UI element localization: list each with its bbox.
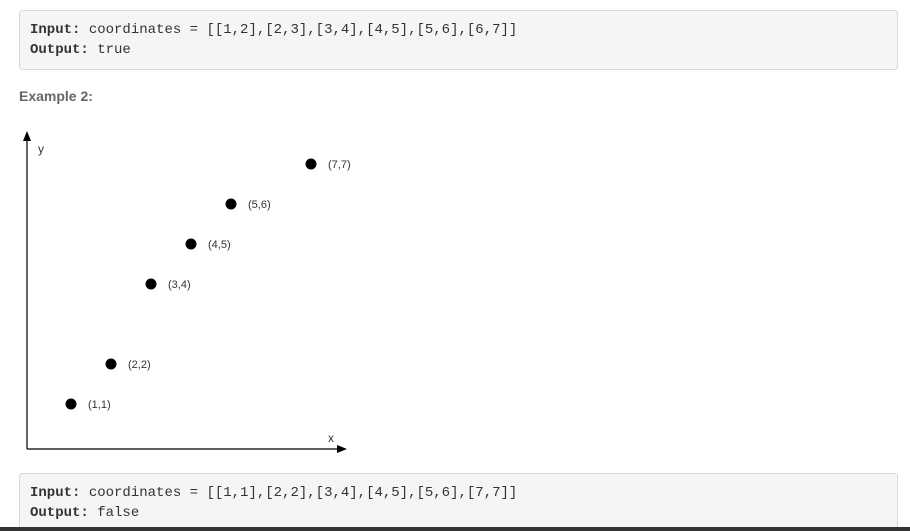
data-point-label: (5,6) — [248, 199, 271, 211]
input-label: Input: — [30, 22, 81, 38]
data-point — [145, 278, 157, 290]
input-label: Input: — [30, 485, 81, 501]
output-value: true — [97, 42, 131, 58]
y-axis-label: y — [38, 142, 44, 156]
input-value: coordinates = [[1,2],[2,3],[3,4],[4,5],[… — [88, 22, 518, 38]
example-1-code-block: Input: coordinates = [[1,2],[2,3],[3,4],… — [19, 10, 898, 70]
x-axis-label: x — [328, 431, 334, 445]
output-value: false — [97, 505, 140, 521]
data-point — [305, 158, 317, 170]
data-point — [65, 398, 77, 410]
input-value: coordinates = [[1,1],[2,2],[3,4],[4,5],[… — [88, 485, 518, 501]
output-label: Output: — [30, 42, 89, 58]
example-2-code-block: Input: coordinates = [[1,1],[2,2],[3,4],… — [19, 473, 898, 531]
data-point — [185, 238, 197, 250]
output-label: Output: — [30, 505, 89, 521]
data-point-label: (4,5) — [208, 239, 231, 251]
example-1-output-line: Output: true — [30, 40, 887, 60]
data-point-label: (1,1) — [88, 399, 111, 411]
data-point — [225, 198, 237, 210]
example-1-input-line: Input: coordinates = [[1,2],[2,3],[3,4],… — [30, 20, 887, 40]
points-layer: (1,1) (2,2) (3,4) (4,5) (5,6) (7,7) — [65, 158, 351, 411]
bottom-toolbar-edge — [0, 527, 910, 531]
data-point — [105, 358, 117, 370]
example-2-output-line: Output: false — [30, 503, 887, 523]
data-point-label: (2,2) — [128, 359, 151, 371]
example-2-title: Example 2: — [19, 88, 93, 104]
example-2-input-line: Input: coordinates = [[1,1],[2,2],[3,4],… — [30, 483, 887, 503]
data-point-label: (7,7) — [328, 159, 351, 171]
data-point-label: (3,4) — [168, 279, 191, 291]
